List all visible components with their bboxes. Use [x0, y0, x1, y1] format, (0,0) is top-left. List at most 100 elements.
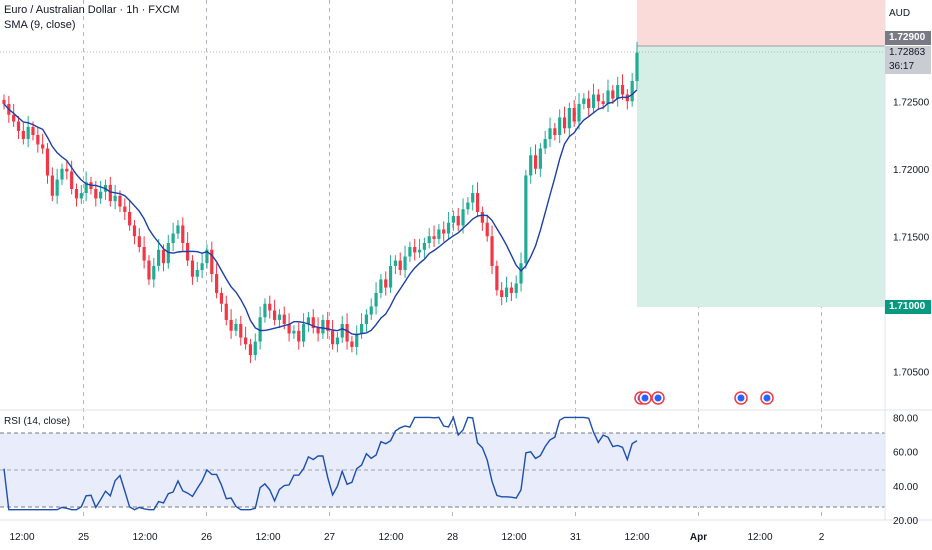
- candle-body: [292, 330, 296, 334]
- event-markers[interactable]: [634, 391, 774, 405]
- candlestick-series: [2, 41, 639, 364]
- candle-body: [244, 337, 248, 345]
- candle-body: [340, 324, 344, 338]
- stop-loss-zone[interactable]: [637, 0, 885, 46]
- time-tick-label: 12:00: [9, 532, 34, 543]
- take-profit-zone[interactable]: [637, 46, 885, 307]
- candle-body: [495, 265, 499, 291]
- candle-body: [152, 265, 156, 280]
- sma-line: [3, 89, 638, 336]
- rsi-tick-label: 40.00: [893, 482, 918, 493]
- rsi-tick-label: 80.00: [893, 413, 918, 424]
- candle-body: [500, 290, 504, 297]
- candle-body: [306, 317, 311, 324]
- candle-body: [408, 247, 412, 257]
- candle-body: [272, 310, 277, 320]
- candle-body: [26, 126, 30, 140]
- candle-body: [258, 317, 262, 342]
- time-tick-label: 31: [570, 532, 582, 543]
- candle-body: [572, 108, 576, 122]
- candle-body: [519, 263, 523, 284]
- candle-body: [142, 247, 146, 261]
- candle-body: [205, 249, 209, 264]
- candle-body: [374, 292, 378, 307]
- time-tick-label: 12:00: [132, 532, 157, 543]
- time-tick-label: 12:00: [624, 532, 649, 543]
- candle-body: [567, 108, 571, 129]
- candle-body: [147, 260, 151, 280]
- candle-body: [562, 117, 567, 129]
- candle-body: [475, 193, 480, 212]
- rsi-line: [3, 415, 638, 511]
- candle-body: [359, 324, 364, 334]
- candle-body: [210, 249, 214, 275]
- candle-body: [21, 130, 25, 140]
- price-tick-label: 1.72000: [893, 165, 930, 176]
- candle-body: [388, 265, 393, 288]
- candle-body: [79, 193, 83, 199]
- candle-body: [84, 182, 88, 194]
- candle-body: [45, 148, 50, 176]
- candle-body: [403, 256, 407, 270]
- candle-body: [321, 319, 325, 334]
- event-icon-dot: [654, 394, 662, 402]
- rsi-axis[interactable]: 80.00 60.00 40.00 20.00: [893, 413, 918, 527]
- candle-body: [282, 314, 286, 324]
- candle-body: [50, 175, 54, 196]
- candle-body: [480, 211, 484, 223]
- candle-body: [369, 306, 373, 315]
- symbol-legend[interactable]: Euro / Australian Dollar · 1h · FXCM: [4, 4, 180, 16]
- candle-body: [277, 314, 282, 320]
- candle-body: [94, 189, 98, 199]
- event-icon-dot: [641, 394, 649, 402]
- candle-body: [509, 287, 513, 293]
- candle-body: [611, 90, 615, 99]
- currency-label[interactable]: AUD: [889, 8, 911, 19]
- candle-body: [123, 206, 127, 212]
- time-tick-label: 27: [324, 532, 336, 543]
- rsi-legend[interactable]: RSI (14, close): [4, 416, 71, 427]
- candle-body: [16, 121, 21, 131]
- candle-body: [490, 236, 494, 266]
- candle-body: [224, 303, 228, 320]
- time-tick-label: 12:00: [747, 532, 772, 543]
- candle-body: [577, 103, 581, 122]
- candle-body: [529, 155, 533, 176]
- candle-body: [161, 249, 166, 264]
- candle-body: [616, 85, 620, 99]
- time-axis[interactable]: 12:00 25 12:00 26 12:00 27 12:00 28 12:00 31 12:00…: [9, 532, 824, 543]
- candle-body: [548, 128, 552, 140]
- candle-body: [253, 341, 257, 356]
- candle-body: [393, 260, 397, 266]
- candle-body: [437, 229, 441, 239]
- candle-body: [504, 287, 509, 297]
- sma-legend[interactable]: SMA (9, close): [4, 19, 76, 31]
- candle-body: [176, 225, 180, 234]
- candle-body: [543, 139, 547, 149]
- price-tick-label: 1.70500: [893, 367, 930, 378]
- candle-body: [524, 175, 528, 264]
- candle-body: [166, 243, 170, 264]
- candle-body: [113, 195, 117, 202]
- time-tick-label: 26: [201, 532, 213, 543]
- candle-body: [620, 85, 625, 95]
- candle-body: [263, 303, 267, 318]
- candle-body: [70, 171, 74, 189]
- candle-body: [514, 283, 518, 293]
- candle-body: [630, 81, 634, 102]
- candle-body: [99, 191, 103, 199]
- candle-body: [601, 101, 605, 104]
- candle-body: [635, 52, 639, 81]
- candle-body: [215, 274, 219, 293]
- candle-body: [311, 317, 315, 329]
- candle-body: [12, 114, 16, 122]
- candle-body: [587, 98, 591, 108]
- candle-body: [538, 148, 542, 169]
- candle-body: [195, 270, 199, 277]
- candle-body: [413, 247, 417, 253]
- time-tick-label: 28: [447, 532, 459, 543]
- candle-body: [234, 324, 238, 331]
- candle-body: [2, 99, 6, 104]
